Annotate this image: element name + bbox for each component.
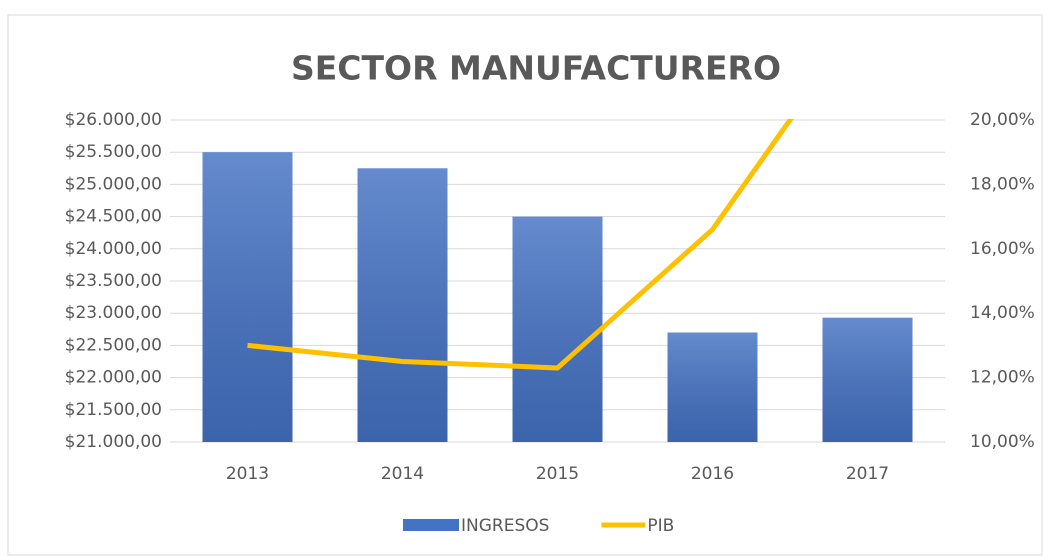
x-tick-label: 2017 [846, 464, 889, 484]
bar-shade [512, 216, 603, 442]
y-tick-label: $22.000,00 [65, 368, 162, 388]
y2-tick-label: 20,00% [970, 110, 1035, 130]
y-tick-label: $22.500,00 [65, 335, 162, 355]
y-tick-label: $23.000,00 [65, 303, 162, 323]
plot [202, 119, 913, 443]
legend-label: PIB [647, 516, 674, 536]
y-tick-label: $26.000,00 [65, 110, 162, 130]
x-tick-label: 2014 [381, 464, 424, 484]
x-tick-label: 2016 [691, 464, 734, 484]
y-tick-label: $24.000,00 [65, 239, 162, 259]
y2-tick-label: 16,00% [970, 239, 1035, 259]
y-tick-label: $21.500,00 [65, 400, 162, 420]
y-tick-label: $23.500,00 [65, 271, 162, 291]
chart-title: SECTOR MANUFACTURERO [291, 49, 781, 88]
y2-tick-label: 14,00% [970, 303, 1035, 323]
bar-shade [357, 168, 448, 443]
x-tick-label: 2013 [226, 464, 269, 484]
x-tick-label: 2015 [536, 464, 579, 484]
legend-swatch [403, 519, 459, 531]
bar-shade [822, 317, 913, 442]
line [247, 119, 794, 371]
bar-shade [667, 332, 758, 442]
y2-tick-label: 10,00% [970, 432, 1035, 452]
y-tick-label: $21.000,00 [65, 432, 162, 452]
y2-tick-label: 12,00% [970, 368, 1035, 388]
y-tick-label: $25.500,00 [65, 142, 162, 162]
y-tick-label: $24.500,00 [65, 207, 162, 227]
legend-label: INGRESOS [461, 516, 549, 536]
y2-tick-label: 18,00% [970, 174, 1035, 194]
bar-shade [202, 152, 293, 442]
y-tick-label: $25.000,00 [65, 174, 162, 194]
